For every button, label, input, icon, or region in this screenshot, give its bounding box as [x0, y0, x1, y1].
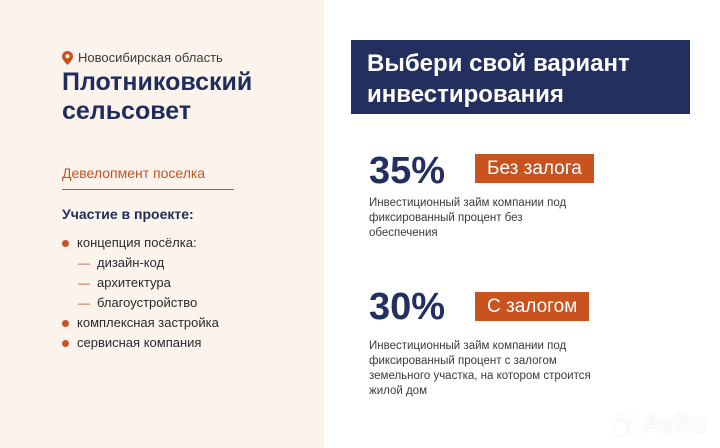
option-badge: С залогом	[475, 292, 590, 321]
list-item: — архитектура	[62, 273, 219, 293]
list-item: комплексная застройка	[62, 313, 219, 333]
bullet-icon	[62, 319, 69, 327]
option-description: Инвестиционный займ компании под фиксиро…	[369, 197, 567, 239]
dash-icon: —	[78, 276, 90, 290]
bullet-icon	[62, 239, 69, 247]
location-row: Новосибирская область	[62, 50, 223, 65]
development-label: Девелопмент поселка	[62, 165, 206, 181]
avito-watermark: Avito	[612, 408, 706, 439]
investment-heading-box: Выбери свой вариант инвестирования	[351, 40, 690, 114]
list-item: сервисная компания	[62, 333, 219, 353]
left-panel: Новосибирская область Плотниковский сель…	[0, 0, 324, 448]
list-item: концепция посёлка:	[62, 233, 219, 253]
list-item-label: комплексная застройка	[77, 315, 219, 330]
option-description: Инвестиционный займ компании под фиксиро…	[369, 340, 591, 397]
dash-icon: —	[78, 256, 90, 270]
list-item-label: концепция посёлка:	[77, 235, 197, 250]
participation-list: концепция посёлка: — дизайн-код — архитект…	[62, 233, 219, 353]
participation-heading: Участие в проекте:	[62, 206, 194, 222]
page-title: Плотниковский сельсовет	[62, 68, 253, 125]
option-percent: 35%	[369, 150, 446, 192]
list-item-label: сервисная компания	[77, 335, 202, 350]
list-item: — благоустройство	[62, 293, 219, 313]
list-item-label: благоустройство	[97, 295, 198, 310]
location-text: Новосибирская область	[78, 50, 223, 65]
divider	[62, 189, 234, 190]
list-item-label: архитектура	[97, 275, 171, 290]
location-pin-icon	[62, 50, 73, 65]
investment-heading: Выбери свой вариант инвестирования	[367, 50, 630, 108]
list-item-label: дизайн-код	[97, 255, 165, 270]
avito-logo-icon	[612, 411, 638, 437]
list-item: — дизайн-код	[62, 253, 219, 273]
option-badge: Без залога	[475, 154, 594, 183]
option-percent: 30%	[369, 286, 446, 328]
watermark-text: Avito	[642, 408, 707, 438]
bullet-icon	[62, 339, 69, 347]
dash-icon: —	[78, 296, 90, 310]
